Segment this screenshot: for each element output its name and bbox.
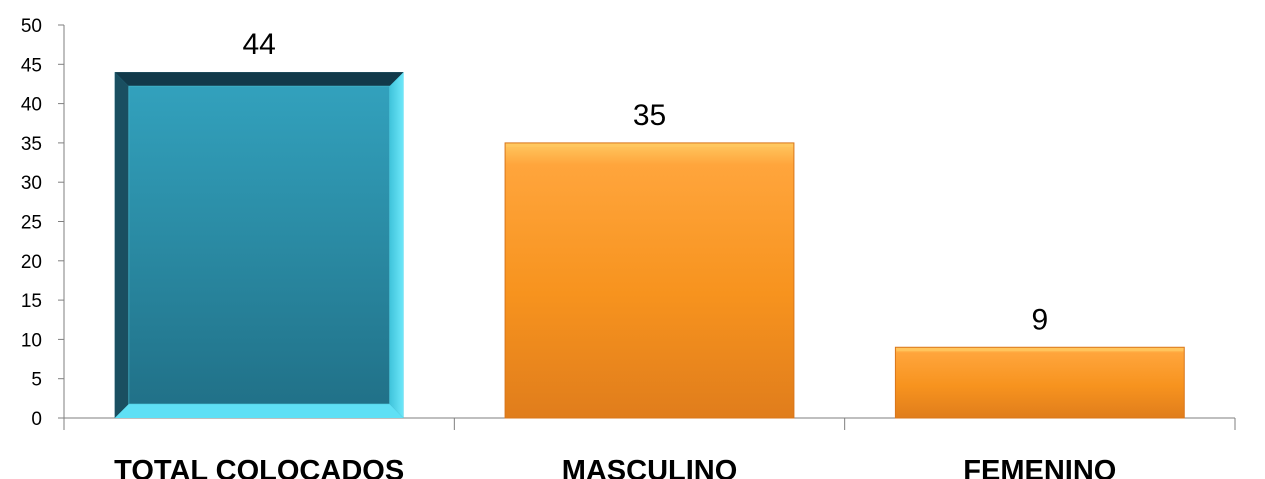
- bar: [114, 72, 404, 418]
- bar: [894, 346, 1185, 419]
- y-tick-label: 25: [21, 213, 42, 234]
- category-label: FEMENINO: [963, 455, 1116, 479]
- y-tick-label: 45: [21, 55, 42, 76]
- y-tick-label: 35: [21, 134, 42, 155]
- y-tick-label: 40: [21, 95, 42, 116]
- y-tick-label: 15: [21, 291, 42, 312]
- y-tick-label: 5: [31, 370, 42, 391]
- bar: [504, 142, 795, 419]
- data-label: 9: [1031, 303, 1048, 336]
- y-tick-label: 30: [21, 173, 42, 194]
- bars: [114, 72, 1185, 419]
- labels: 0 5 10 15 20 25 30 35 40 45 50 44 TOTAL COLOCADOS 35 M…: [21, 16, 1117, 479]
- y-tick-label: 0: [31, 409, 42, 430]
- y-tick-label: 10: [21, 330, 42, 351]
- data-label: 35: [633, 99, 666, 132]
- y-tick-label: 20: [21, 252, 42, 273]
- y-tick-label: 50: [21, 16, 42, 37]
- category-label: MASCULINO: [562, 455, 738, 479]
- category-label: TOTAL COLOCADOS: [114, 455, 404, 479]
- data-label: 44: [242, 28, 275, 61]
